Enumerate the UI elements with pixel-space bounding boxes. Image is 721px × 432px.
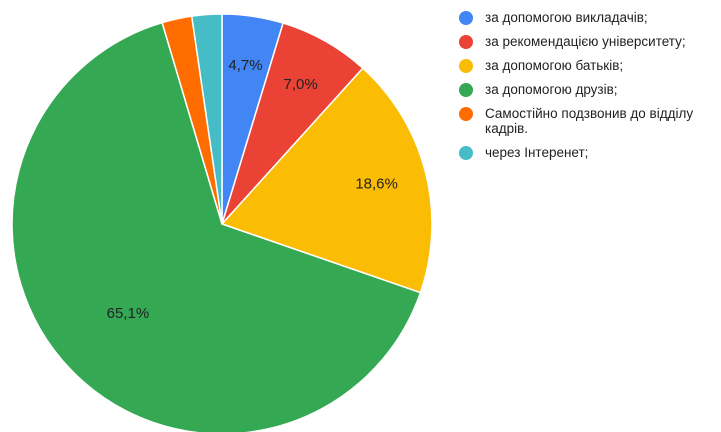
legend-label-2: за допомогою батьків;: [485, 58, 624, 73]
pie-value-label-2: 18,6%: [355, 175, 398, 192]
legend-swatch-4: [459, 107, 473, 121]
pie-slice-5[interactable]: [190, 13, 223, 225]
legend-item-0[interactable]: за допомогою викладачів;: [459, 10, 721, 25]
legend-swatch-1: [459, 35, 473, 49]
pie-slice-3[interactable]: [11, 21, 422, 432]
legend-item-5[interactable]: через Інтеренет;: [459, 145, 721, 160]
pie-slice-2[interactable]: [220, 67, 433, 294]
legend-swatch-5: [459, 146, 473, 160]
legend-item-1[interactable]: за рекомендацією університету;: [459, 34, 721, 49]
pie-value-label-0: 4,7%: [228, 57, 262, 74]
legend-swatch-3: [459, 83, 473, 97]
legend-swatch-0: [459, 11, 473, 25]
pie-value-label-3: 65,1%: [107, 305, 150, 322]
legend-item-4[interactable]: Самостійно подзвонив до відділу кадрів.: [459, 106, 721, 136]
legend-label-0: за допомогою викладачів;: [485, 10, 648, 25]
legend-label-4: Самостійно подзвонив до відділу кадрів.: [485, 106, 694, 136]
pie-slices: [11, 13, 433, 432]
pie-chart: 4,7% 7,0% 18,6% 65,1%: [11, 13, 433, 432]
legend-swatch-2: [459, 59, 473, 73]
pie-value-label-1: 7,0%: [283, 76, 317, 93]
legend: за допомогою викладачів; за рекомендацією…: [459, 10, 721, 169]
legend-label-1: за рекомендацією університету;: [485, 34, 686, 49]
legend-label-3: за допомогою друзів;: [485, 82, 618, 97]
legend-label-5: через Інтеренет;: [485, 145, 589, 160]
pie-labels: 4,7% 7,0% 18,6% 65,1%: [107, 57, 398, 322]
legend-item-3[interactable]: за допомогою друзів;: [459, 82, 721, 97]
legend-item-2[interactable]: за допомогою батьків;: [459, 58, 721, 73]
